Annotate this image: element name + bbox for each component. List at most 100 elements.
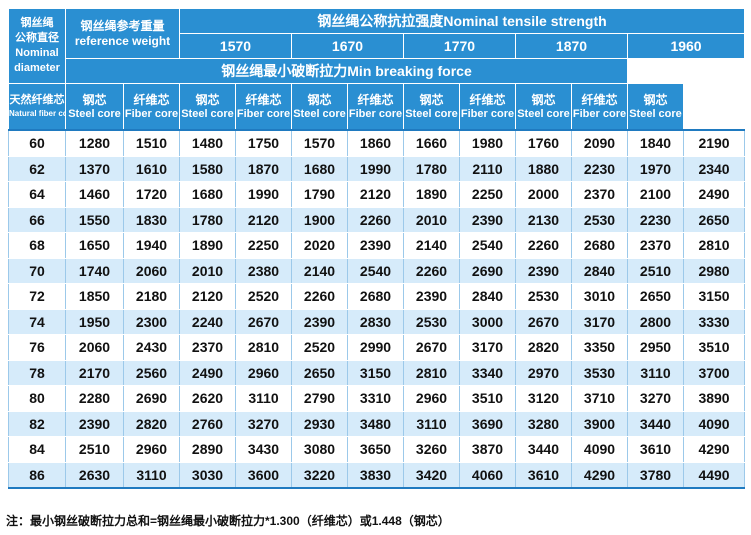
table-row: 80 2280 2690 2620 3110 2790 3310 2960 3510 3120 37… [8,385,746,412]
value-cell: 2140 [403,232,460,259]
value-cell: 2120 [179,283,236,310]
value-cell: 2390 [515,257,572,284]
tensile-strength-header: 钢丝绳公称抗拉强度Nominal tensile strength [178,8,746,34]
reference-weight-header: 钢丝绳参考重量 reference weight [65,8,180,59]
value-cell: 3700 [682,359,746,386]
core-type-header: 钢芯 Steel core [403,83,460,131]
reference-weight-header-line: 钢丝绳参考重量 [80,18,165,33]
value-cell: 3110 [627,359,684,386]
value-cell: 1890 [403,181,460,208]
value-cell: 3270 [627,385,684,412]
value-cell: 2670 [235,308,292,335]
core-type-header: 纤维芯 Fiber core [347,83,404,131]
core-type-header: 天然纤维芯 Natural fiber core [8,83,66,131]
value-cell: 3310 [347,385,404,412]
value-cell: 4060 [459,461,516,489]
value-cell: 1660 [403,129,460,157]
core-type-cn: 纤维芯 [581,92,618,107]
diameter-header: 钢丝绳 公称直径 Nominal diameter [8,8,66,84]
value-cell: 2530 [515,283,572,310]
value-cell: 2760 [179,410,236,437]
value-cell: 1990 [235,181,292,208]
value-cell: 2680 [571,232,628,259]
value-cell: 2190 [682,129,746,157]
value-cell: 2010 [179,257,236,284]
value-cell: 1720 [123,181,180,208]
core-type-cn: 纤维芯 [469,92,506,107]
value-cell: 1880 [515,155,572,182]
value-cell: 2540 [459,232,516,259]
diameter-cell: 62 [8,155,66,182]
value-cell: 3510 [682,334,746,361]
value-cell: 1610 [123,155,180,182]
value-cell: 1950 [65,308,124,335]
diameter-cell: 86 [8,461,66,489]
value-cell: 2540 [347,257,404,284]
value-cell: 3170 [459,334,516,361]
value-cell: 2620 [179,385,236,412]
value-cell: 2490 [682,181,746,208]
value-cell: 2820 [123,410,180,437]
value-cell: 3870 [459,436,516,463]
core-type-en: Steel core [293,107,346,120]
table-row: 64 1460 1720 1680 1990 1790 2120 1890 2250 2000 23… [8,181,746,208]
grade-row: 1570 1670 1770 1870 1960 [9,33,746,59]
value-cell: 2230 [571,155,628,182]
core-type-cn: 纤维芯 [133,92,170,107]
value-cell: 2530 [403,308,460,335]
table-row: 86 2630 3110 3030 3600 3220 3830 3420 4060 3610 42… [8,461,746,489]
tensile-grade-header: 1670 [291,33,404,59]
core-type-cn: 纤维芯 [357,92,394,107]
value-cell: 2000 [515,181,572,208]
value-cell: 2680 [347,283,404,310]
value-cell: 1830 [123,206,180,233]
value-cell: 1370 [65,155,124,182]
value-cell: 2390 [291,308,348,335]
value-cell: 2060 [65,334,124,361]
value-cell: 1480 [179,129,236,157]
value-cell: 2820 [515,334,572,361]
diameter-cell: 82 [8,410,66,437]
core-type-cn: 钢芯 [195,92,220,107]
core-type-header: 钢芯 Steel core [65,83,124,131]
value-cell: 1680 [179,181,236,208]
core-type-cn: 钢芯 [643,92,668,107]
value-cell: 2980 [682,257,746,284]
value-cell: 1780 [403,155,460,182]
value-cell: 1850 [65,283,124,310]
value-cell: 1980 [459,129,516,157]
core-type-header: 纤维芯 Fiber core [571,83,628,131]
value-cell: 1890 [179,232,236,259]
value-cell: 2370 [627,232,684,259]
core-type-header: 纤维芯 Fiber core [235,83,292,131]
value-cell: 3260 [403,436,460,463]
core-type-cn: 纤维芯 [245,92,282,107]
core-type-en: Fiber core [348,107,403,120]
diameter-cell: 80 [8,385,66,412]
value-cell: 3150 [347,359,404,386]
value-cell: 4490 [682,461,746,489]
value-cell: 3650 [347,436,404,463]
value-cell: 4090 [682,410,746,437]
diameter-header-line: 公称直径 [15,32,59,44]
value-cell: 2830 [347,308,404,335]
core-type-header: 钢芯 Steel core [515,83,572,131]
value-cell: 1860 [347,129,404,157]
core-type-en: Fiber core [124,107,179,120]
tensile-grade-header: 1870 [515,33,628,59]
core-type-en: Fiber core [572,107,627,120]
value-cell: 1580 [179,155,236,182]
value-cell: 3010 [571,283,628,310]
table-row: 72 1850 2180 2120 2520 2260 2680 2390 2840 2530 30… [8,283,746,310]
value-cell: 2650 [682,206,746,233]
value-cell: 2010 [403,206,460,233]
value-cell: 1760 [515,129,572,157]
table-header: 钢丝绳 公称直径 Nominal diameter 钢丝绳参考重量 refere… [8,8,746,131]
value-cell: 2250 [235,232,292,259]
breaking-force-header: 钢丝绳最小破断拉力Min breaking force [65,58,628,84]
value-cell: 3110 [403,410,460,437]
reference-weight-header-line: reference weight [74,33,171,48]
value-cell: 2100 [627,181,684,208]
diameter-cell: 76 [8,334,66,361]
value-cell: 1750 [235,129,292,157]
